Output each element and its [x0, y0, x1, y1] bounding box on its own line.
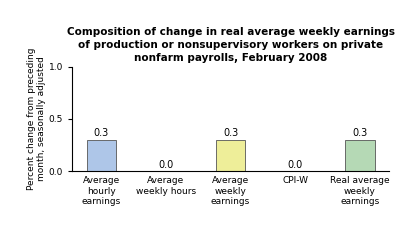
Text: 0.3: 0.3 — [223, 128, 238, 138]
Bar — [216, 140, 245, 171]
Y-axis label: Percent change from preceding
month, seasonally adjusted: Percent change from preceding month, sea… — [26, 48, 46, 190]
Bar — [345, 140, 375, 171]
Text: 0.0: 0.0 — [288, 160, 303, 170]
Text: 0.3: 0.3 — [352, 128, 368, 138]
Text: 0.3: 0.3 — [93, 128, 109, 138]
Text: 0.0: 0.0 — [158, 160, 174, 170]
Bar — [87, 140, 116, 171]
Title: Composition of change in real average weekly earnings
of production or nonsuperv: Composition of change in real average we… — [67, 27, 395, 63]
